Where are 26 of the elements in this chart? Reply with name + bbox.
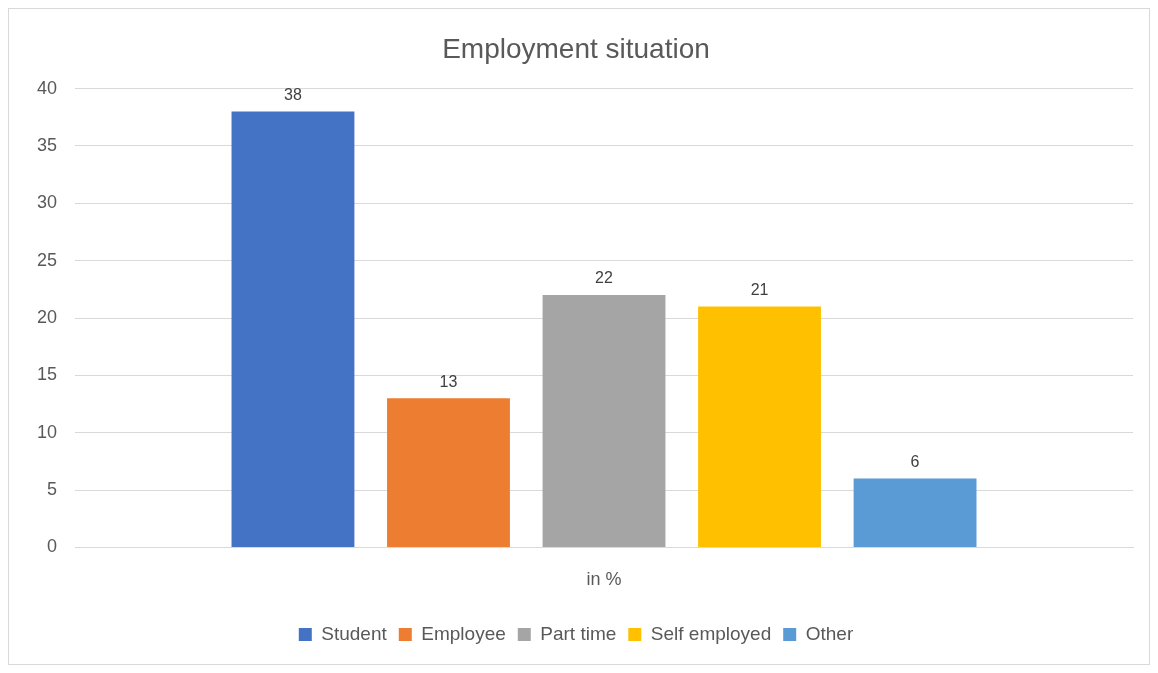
y-tick-label: 20 [36,306,58,327]
legend-label: Employee [421,622,506,644]
data-label: 6 [910,452,920,470]
y-tick-label: 25 [36,249,58,270]
bar [387,398,510,547]
y-tick-label: 0 [47,536,58,557]
y-tick-label: 40 [36,77,58,98]
legend-label: Student [321,622,388,644]
y-tick-label: 10 [36,421,58,442]
bar [853,478,977,547]
legend-label: Other [805,622,854,644]
data-label: 22 [595,269,614,287]
y-tick-label: 30 [36,192,58,213]
chart-title: Employment situation [442,32,710,64]
data-label: 38 [284,85,302,103]
bar [698,306,821,547]
legend-label: Part time [540,622,617,644]
bar [542,295,666,547]
legend-label: Self employed [650,622,772,644]
data-label: 13 [439,372,458,390]
y-tick-label: 15 [36,364,58,385]
data-label: 21 [750,280,769,298]
x-tick-label: in % [586,569,622,590]
y-tick-label: 5 [47,479,58,500]
bar [231,111,355,547]
y-tick-label: 35 [36,134,58,155]
